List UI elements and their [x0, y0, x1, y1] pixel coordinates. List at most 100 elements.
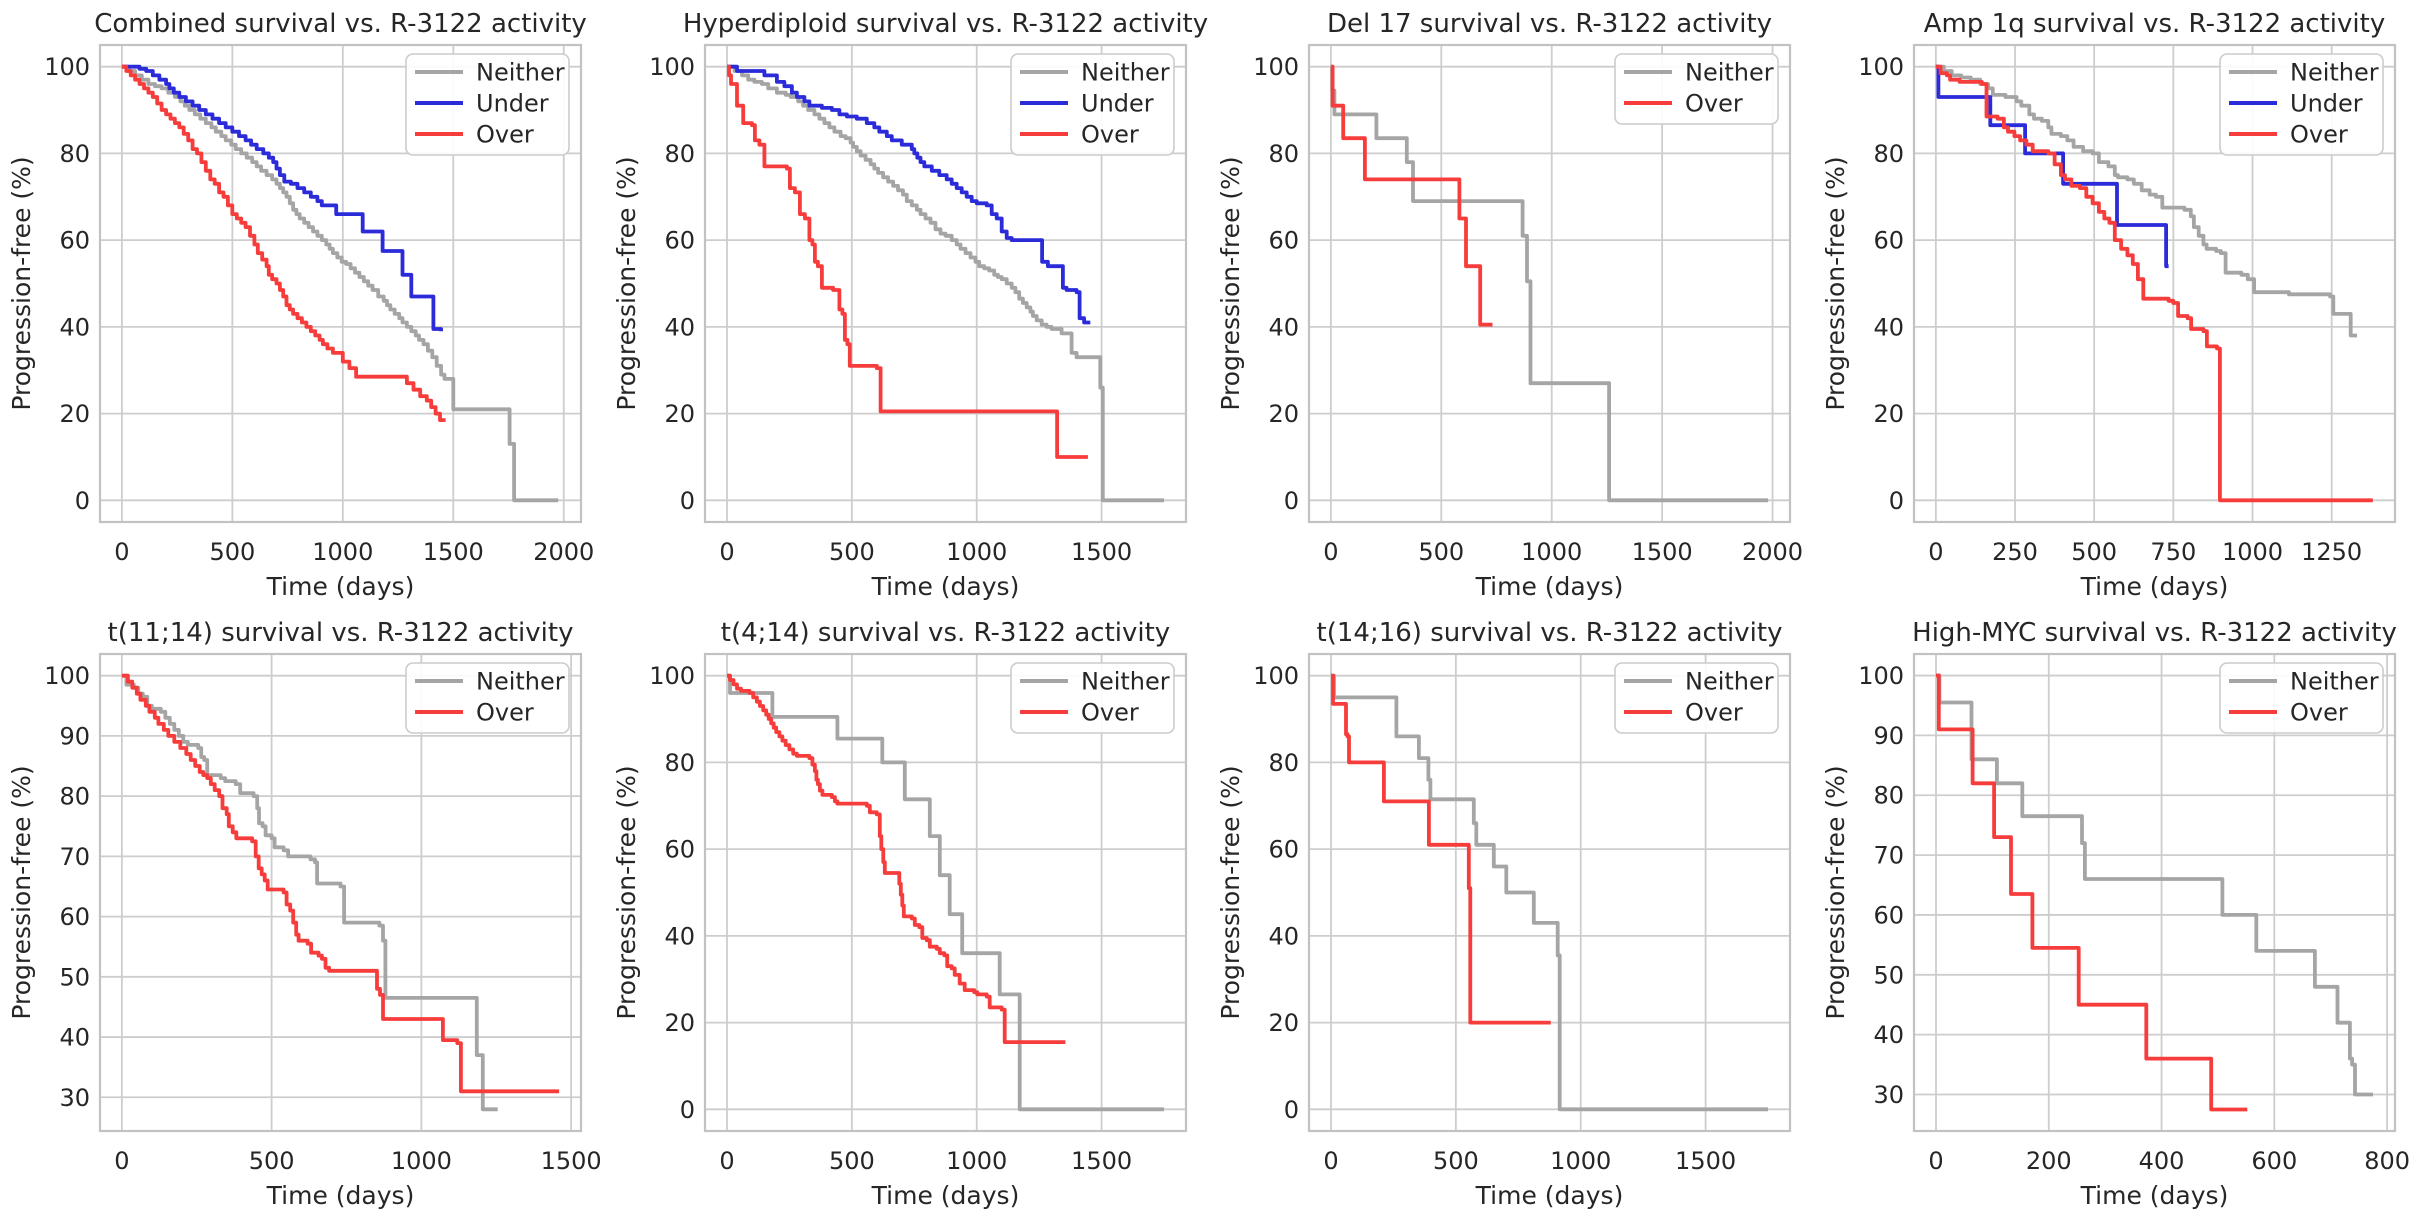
y-tick-label: 50 [1873, 961, 1904, 989]
y-tick-label: 20 [664, 400, 695, 428]
x-tick-label: 0 [1323, 538, 1338, 566]
x-tick-label: 1000 [946, 1147, 1007, 1175]
axes-spines [1912, 43, 2396, 524]
x-tick-label: 0 [114, 1147, 129, 1175]
chart-title: t(11;14) survival vs. R-3122 activity [108, 618, 574, 648]
x-tick-label: 2000 [533, 538, 594, 566]
legend: Neither Over [2218, 662, 2384, 734]
subplot-amp1q: Amp 1q survival vs. R-3122 activity 0 250 5… [1813, 0, 2418, 609]
y-tick-label: 60 [664, 227, 695, 255]
y-tick-label: 100 [1858, 662, 1904, 690]
legend-label-under: Under [1081, 90, 1154, 118]
survival-chart-svg: Hyperdiploid survival vs. R-3122 activit… [604, 0, 1209, 609]
y-tick-label: 60 [1873, 901, 1904, 929]
y-tick-label: 100 [649, 662, 695, 690]
x-tick-label: 1000 [1550, 1147, 1611, 1175]
y-tick-label: 40 [1873, 313, 1904, 341]
x-tick-label: 1500 [1071, 538, 1132, 566]
axes-spines [1307, 43, 1792, 524]
survival-chart-svg: t(14;16) survival vs. R-3122 activity 0 50… [1209, 609, 1814, 1218]
subplot-combined: Combined survival vs. R-3122 activity 0 50… [0, 0, 605, 609]
chart-title: High-MYC survival vs. R-3122 activity [1912, 618, 2397, 648]
x-axis-label: Time (days) [870, 1181, 1019, 1210]
subplot-t4-14: t(4;14) survival vs. R-3122 activity 0 500… [604, 609, 1209, 1218]
km-curve-over [121, 673, 560, 1094]
legend: Neither Under Over [405, 53, 570, 156]
y-tick-label: 0 [1888, 487, 1903, 515]
survival-chart-svg: Combined survival vs. R-3122 activity 0 50… [0, 0, 605, 609]
km-curve-neither [121, 64, 559, 503]
legend-frame [1009, 53, 1175, 156]
x-tick-label: 0 [1323, 1147, 1338, 1175]
legend-label-neither: Neither [1685, 668, 1774, 696]
legend-label-neither: Neither [1685, 59, 1774, 87]
survival-chart-svg: Del 17 survival vs. R-3122 activity 0 500 1… [1209, 0, 1814, 609]
survival-chart-svg: Amp 1q survival vs. R-3122 activity 0 250 5… [1813, 0, 2418, 609]
km-curve-over [121, 64, 446, 422]
x-axis-label: Time (days) [1475, 572, 1624, 601]
km-curve-neither [726, 673, 1164, 1112]
x-tick-label: 1500 [423, 538, 484, 566]
axes-spines [1912, 652, 2396, 1133]
y-axis-label: Progression-free (%) [7, 156, 36, 410]
legend-label-neither: Neither [476, 668, 565, 696]
x-tick-label: 250 [1992, 538, 2038, 566]
x-tick-label: 0 [1928, 1147, 1943, 1175]
x-tick-label: 600 [2251, 1147, 2297, 1175]
y-tick-label: 40 [664, 922, 695, 950]
y-tick-label: 100 [1253, 53, 1299, 81]
y-tick-label: 20 [1268, 1009, 1299, 1037]
y-tick-label: 60 [1268, 836, 1299, 864]
y-tick-label: 70 [59, 843, 90, 871]
x-tick-label: 0 [719, 538, 734, 566]
y-tick-label: 80 [59, 140, 90, 168]
x-tick-label: 2000 [1742, 538, 1803, 566]
km-curve-over [1331, 673, 1551, 1025]
survival-chart-svg: t(11;14) survival vs. R-3122 activity 0 50… [0, 609, 605, 1218]
y-axis-label: Progression-free (%) [1216, 156, 1245, 410]
y-tick-label: 100 [44, 53, 90, 81]
x-tick-label: 500 [209, 538, 255, 566]
y-tick-label: 40 [59, 313, 90, 341]
y-tick-label: 60 [59, 227, 90, 255]
y-tick-label: 100 [649, 53, 695, 81]
y-axis-label: Progression-free (%) [1216, 765, 1245, 1019]
legend-frame [405, 53, 570, 156]
chart-title: t(4;14) survival vs. R-3122 activity [720, 618, 1169, 648]
legend-label-neither: Neither [476, 59, 565, 87]
y-tick-label: 80 [1873, 140, 1904, 168]
y-tick-label: 100 [44, 662, 90, 690]
legend-label-neither: Neither [2290, 668, 2379, 696]
y-tick-label: 100 [1858, 53, 1904, 81]
survival-chart-svg: t(4;14) survival vs. R-3122 activity 0 500… [604, 609, 1209, 1218]
x-tick-label: 400 [2138, 1147, 2184, 1175]
y-tick-label: 30 [1873, 1081, 1904, 1109]
legend-label-over: Over [476, 699, 534, 727]
y-tick-label: 60 [59, 903, 90, 931]
km-curve-under [121, 64, 443, 332]
km-curve-neither [1935, 64, 2357, 338]
survival-chart-svg: High-MYC survival vs. R-3122 activity 0 20… [1813, 609, 2418, 1218]
axes-spines [98, 43, 583, 524]
y-tick-label: 60 [664, 836, 695, 864]
legend-label-neither: Neither [1081, 668, 1170, 696]
chart-title: Amp 1q survival vs. R-3122 activity [1923, 9, 2384, 39]
chart-title: t(14;16) survival vs. R-3122 activity [1317, 618, 1783, 648]
y-tick-label: 0 [679, 487, 694, 515]
y-tick-label: 80 [1268, 749, 1299, 777]
x-tick-label: 1000 [2221, 538, 2282, 566]
x-axis-label: Time (days) [1475, 1181, 1624, 1210]
legend-label-neither: Neither [2290, 59, 2379, 87]
x-tick-label: 1000 [391, 1147, 452, 1175]
legend: Neither Under Over [2218, 53, 2384, 156]
km-curve-under [726, 64, 1090, 325]
y-tick-label: 0 [1284, 487, 1299, 515]
km-curve-neither [1935, 673, 2373, 1097]
axes-spines [703, 652, 1187, 1133]
legend: Neither Over [1009, 662, 1175, 734]
y-axis-label: Progression-free (%) [7, 765, 36, 1019]
y-axis-label: Progression-free (%) [1821, 765, 1850, 1019]
legend-label-over: Over [1685, 699, 1743, 727]
legend-label-over: Over [1685, 90, 1743, 118]
x-tick-label: 1500 [1071, 1147, 1132, 1175]
